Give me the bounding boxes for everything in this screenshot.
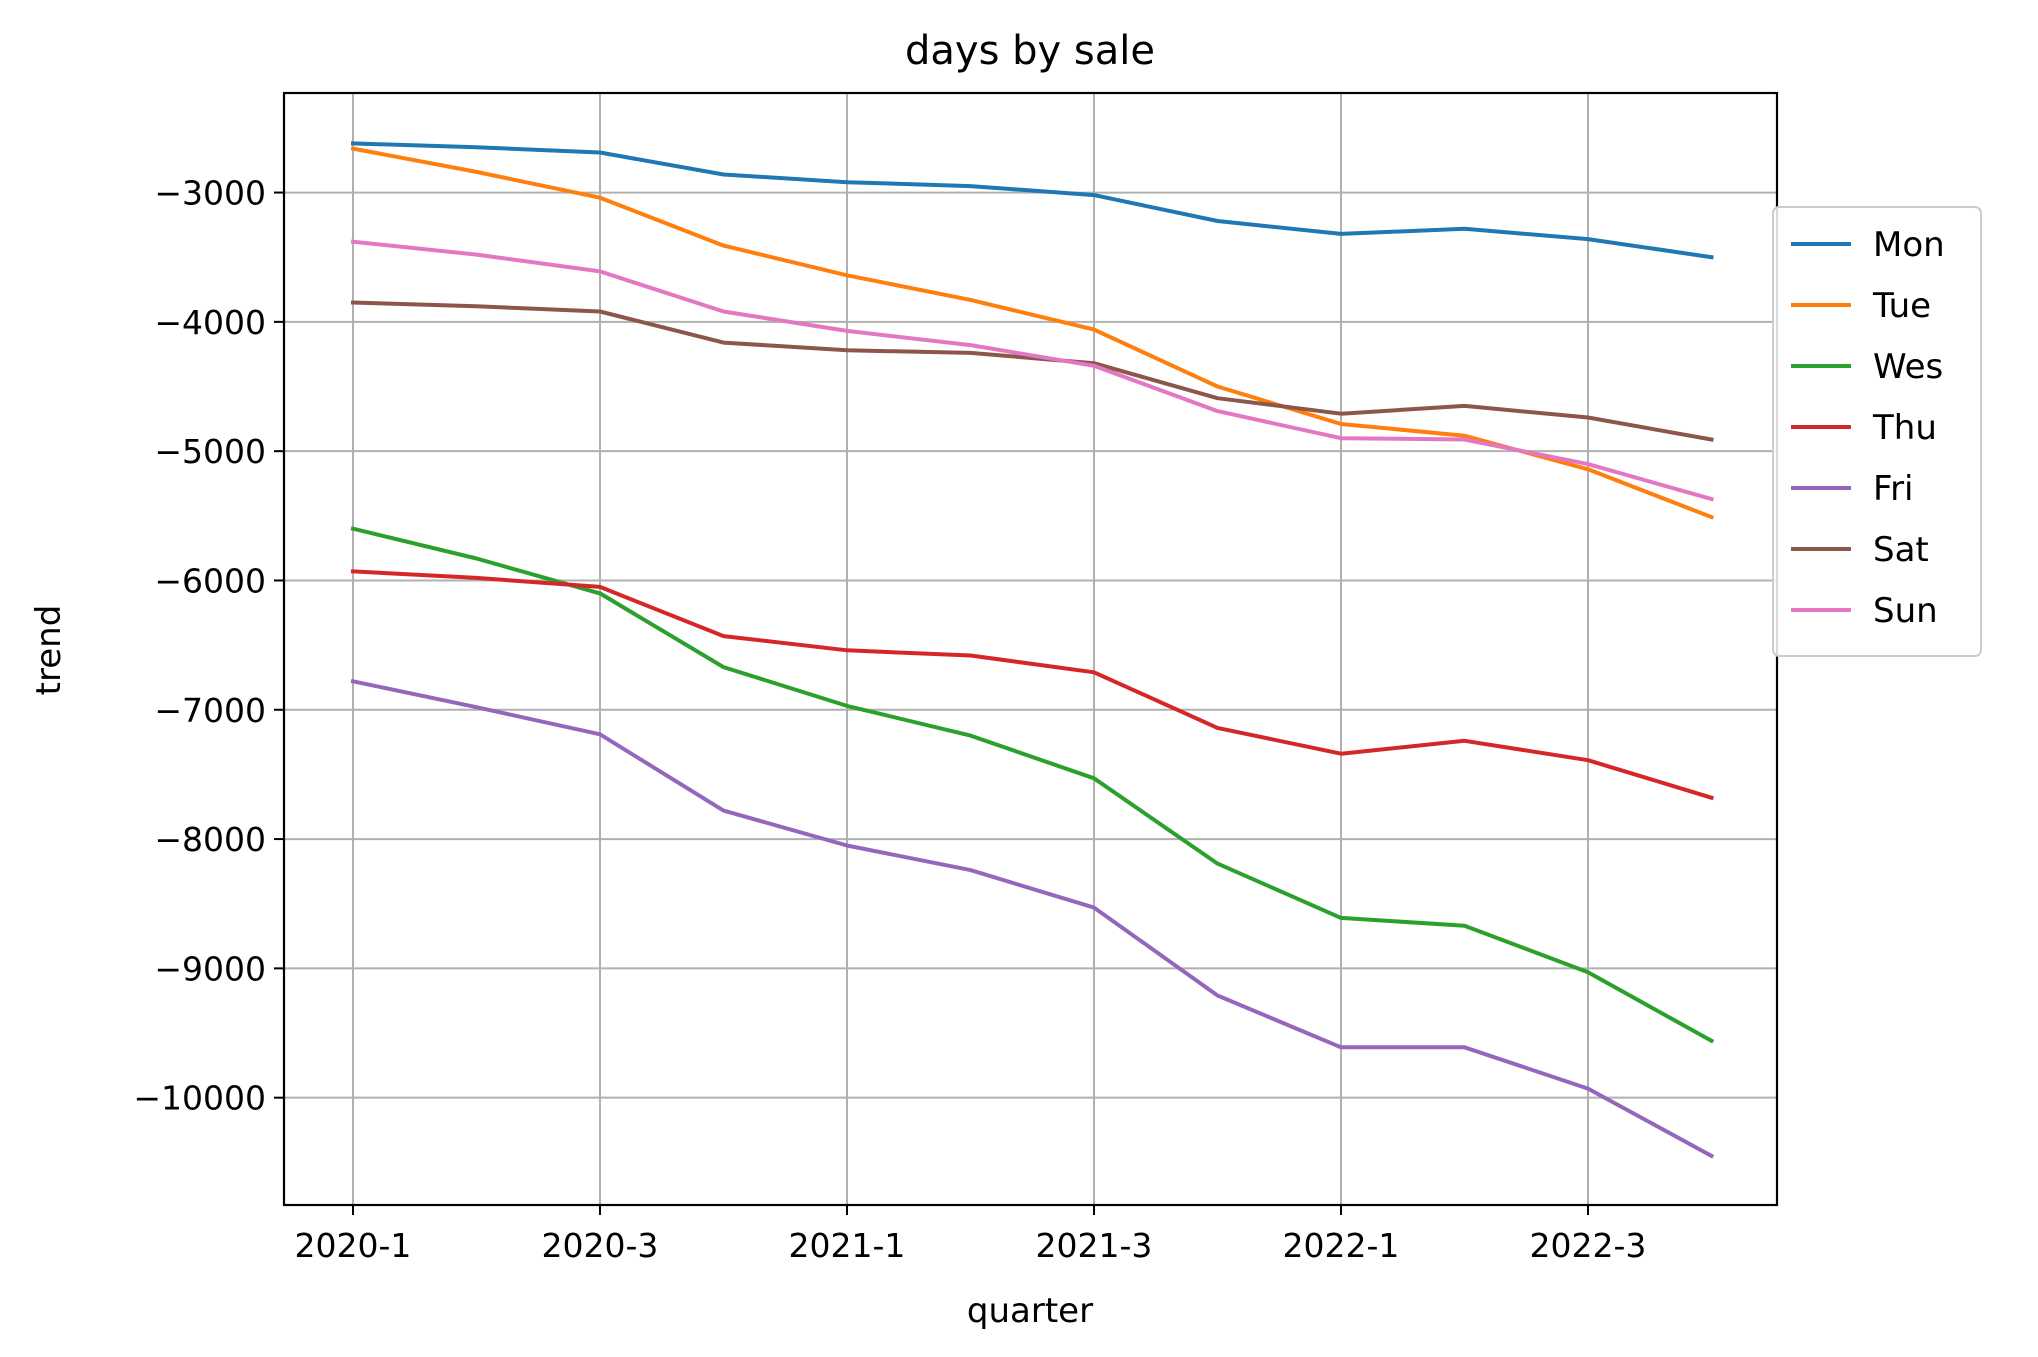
chart-title: days by sale bbox=[905, 28, 1155, 74]
y-axis-label: trend bbox=[29, 605, 69, 696]
series-line-wes bbox=[350, 526, 1715, 1044]
legend-label-wes: Wes bbox=[1873, 347, 1943, 387]
y-tick-label: −6000 bbox=[154, 561, 266, 600]
series-line-mon bbox=[350, 141, 1714, 260]
legend: Mon Tue Wes Thu Fri Sat Sun bbox=[1772, 206, 1982, 657]
x-tick-label: 2020-3 bbox=[542, 1226, 659, 1265]
y-tick-label: −5000 bbox=[154, 432, 266, 471]
series-line-sat bbox=[350, 300, 1714, 442]
x-axis-label: quarter bbox=[967, 1291, 1093, 1331]
grid bbox=[284, 93, 1777, 1205]
y-tick-label: −7000 bbox=[154, 691, 266, 730]
y-tick-label: −4000 bbox=[154, 303, 266, 342]
y-tick-label: −10000 bbox=[133, 1079, 266, 1118]
y-tick-label: −8000 bbox=[154, 820, 266, 859]
x-tick-label: 2022-1 bbox=[1283, 1226, 1400, 1265]
x-tick-label: 2021-1 bbox=[789, 1226, 906, 1265]
series-line-sun bbox=[350, 239, 1714, 502]
legend-label-thu: Thu bbox=[1872, 408, 1937, 448]
y-axis-ticks: −3000 −4000 −5000 −6000 −7000 −8000 −9000 −1000… bbox=[133, 174, 284, 1118]
series-line-fri bbox=[350, 678, 1715, 1159]
x-tick-label: 2022-3 bbox=[1530, 1226, 1647, 1265]
x-tick-label: 2020-1 bbox=[295, 1226, 412, 1265]
legend-label-sat: Sat bbox=[1873, 530, 1929, 570]
legend-label-sun: Sun bbox=[1873, 591, 1938, 631]
legend-label-fri: Fri bbox=[1873, 469, 1914, 509]
x-tick-label: 2021-3 bbox=[1036, 1226, 1153, 1265]
legend-label-mon: Mon bbox=[1873, 225, 1945, 265]
series-line-thu bbox=[350, 569, 1714, 801]
legend-box bbox=[1772, 206, 1982, 657]
y-tick-label: −9000 bbox=[154, 949, 266, 988]
series-line-tue bbox=[350, 146, 1715, 520]
y-tick-label: −3000 bbox=[154, 174, 266, 213]
x-axis-ticks: 2020-1 2020-3 2021-1 2021-3 2022-1 2022-3 bbox=[295, 1205, 1647, 1265]
series-lines bbox=[350, 141, 1715, 1159]
legend-label-tue: Tue bbox=[1872, 286, 1931, 326]
